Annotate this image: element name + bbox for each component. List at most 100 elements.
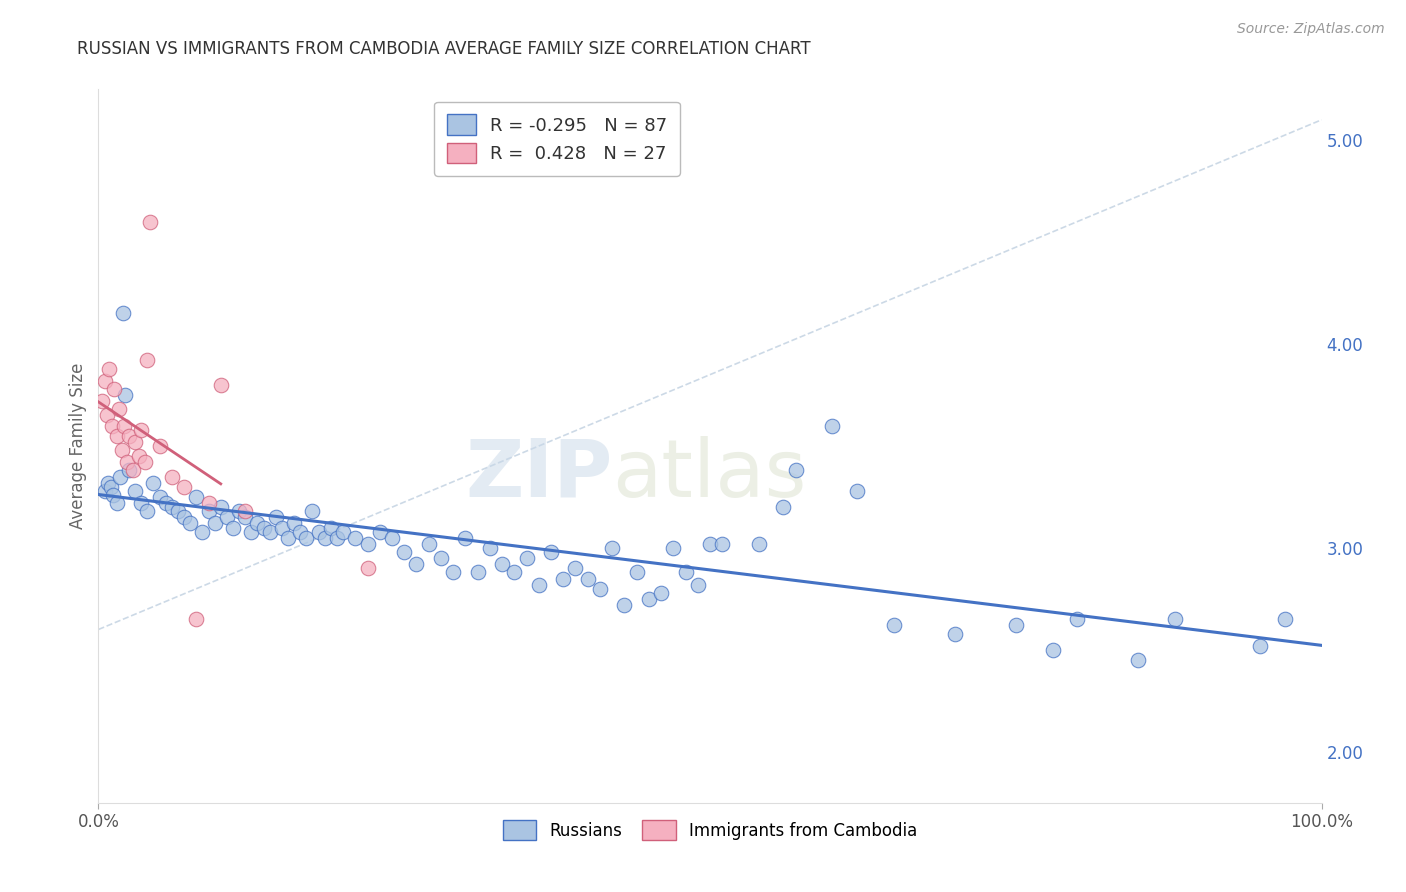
Point (118, 429, 141, 443)
Point (246, 516, 269, 531)
Point (233, 510, 256, 524)
Point (155, 496, 177, 510)
Point (118, 463, 141, 477)
Point (845, 483, 868, 498)
Point (600, 541, 623, 555)
Point (100, 480, 122, 494)
Point (283, 516, 305, 531)
Point (418, 537, 440, 551)
Point (613, 598, 636, 612)
Point (101, 418, 124, 433)
Point (93, 374, 115, 388)
Point (105, 429, 128, 443)
Point (209, 377, 232, 392)
Point (96, 409, 118, 423)
Point (110, 469, 132, 483)
Point (553, 572, 575, 586)
Point (356, 537, 378, 551)
Point (167, 504, 190, 518)
Point (103, 382, 125, 396)
Point (1042, 643, 1064, 657)
Point (430, 551, 453, 566)
Point (332, 524, 354, 539)
Point (97, 475, 120, 490)
Point (108, 402, 131, 417)
Point (711, 537, 734, 551)
Text: Source: ZipAtlas.com: Source: ZipAtlas.com (1237, 22, 1385, 37)
Point (128, 449, 150, 463)
Point (186, 490, 208, 504)
Point (772, 500, 794, 515)
Point (344, 531, 367, 545)
Point (308, 524, 330, 539)
Point (136, 353, 159, 368)
Point (160, 469, 183, 483)
Text: RUSSIAN VS IMMIGRANTS FROM CAMBODIA AVERAGE FAMILY SIZE CORRELATION CHART: RUSSIAN VS IMMIGRANTS FROM CAMBODIA AVER… (77, 40, 811, 58)
Point (491, 558, 513, 572)
Point (91, 394, 114, 409)
Point (368, 524, 391, 539)
Point (1250, 639, 1272, 653)
Point (136, 504, 159, 518)
Point (748, 537, 770, 551)
Point (943, 626, 966, 640)
Point (270, 520, 294, 534)
Point (650, 586, 672, 600)
Point (441, 566, 464, 580)
Point (142, 475, 165, 490)
Point (259, 524, 281, 539)
Point (356, 561, 378, 575)
Point (467, 566, 489, 580)
Point (139, 215, 162, 229)
Point (405, 558, 427, 572)
Point (686, 577, 709, 591)
Point (381, 531, 404, 545)
Point (93, 483, 115, 498)
Point (179, 516, 201, 531)
Point (173, 510, 195, 524)
Point (204, 516, 226, 531)
Point (699, 537, 721, 551)
Point (115, 455, 138, 469)
Point (326, 531, 349, 545)
Point (129, 496, 152, 510)
Point (1164, 612, 1187, 626)
Point (478, 541, 501, 555)
Point (191, 524, 214, 539)
Text: ZIP: ZIP (465, 435, 612, 514)
Point (149, 490, 172, 504)
Point (540, 545, 562, 559)
Point (785, 463, 807, 477)
Point (626, 566, 648, 580)
Point (527, 577, 550, 591)
Point (197, 496, 219, 510)
Point (264, 510, 287, 524)
Legend: Russians, Immigrants from Cambodia: Russians, Immigrants from Cambodia (495, 812, 925, 848)
Point (186, 612, 208, 626)
Point (675, 566, 697, 580)
Point (314, 531, 336, 545)
Point (589, 582, 612, 596)
Point (319, 520, 342, 534)
Point (124, 483, 146, 498)
Point (503, 566, 526, 580)
Point (105, 496, 128, 510)
Point (111, 306, 134, 320)
Point (637, 591, 661, 606)
Point (134, 455, 156, 469)
Point (277, 531, 299, 545)
Point (295, 531, 318, 545)
Point (516, 551, 538, 566)
Point (149, 439, 172, 453)
Point (222, 520, 245, 534)
Point (252, 520, 274, 534)
Point (129, 423, 152, 437)
Point (240, 524, 263, 539)
Point (1066, 612, 1088, 626)
Point (392, 545, 416, 559)
Point (564, 561, 586, 575)
Point (160, 500, 183, 515)
Point (821, 418, 844, 433)
Point (290, 524, 312, 539)
Point (1128, 653, 1150, 667)
